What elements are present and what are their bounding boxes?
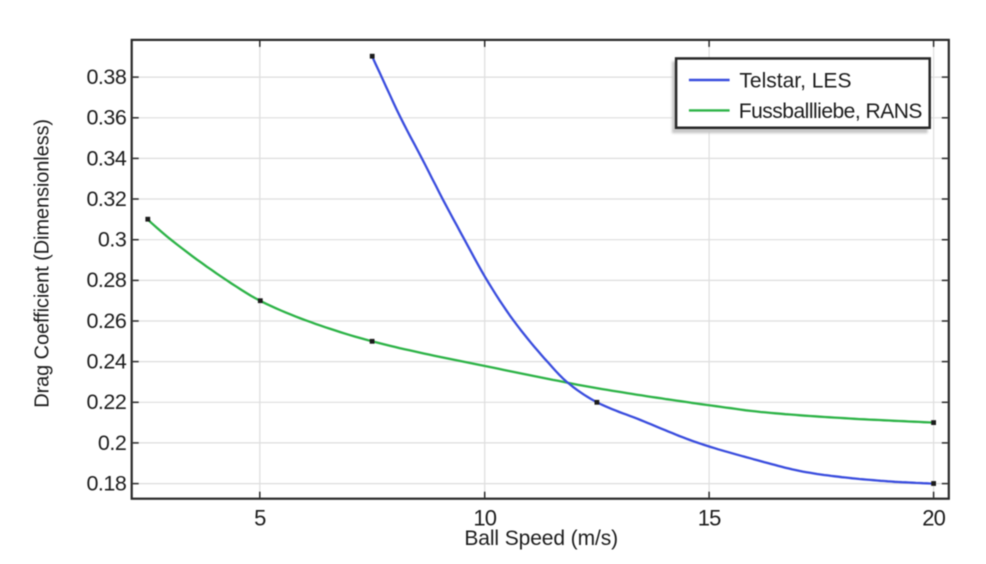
svg-text:0.24: 0.24 [86,350,126,374]
svg-text:Fussballliebe, RANS: Fussballliebe, RANS [739,100,923,123]
svg-text:Ball Speed (m/s): Ball Speed (m/s) [464,527,618,550]
svg-text:0.38: 0.38 [86,65,126,89]
svg-text:15: 15 [698,505,721,530]
svg-text:0.32: 0.32 [86,187,126,211]
svg-text:0.34: 0.34 [86,146,126,170]
svg-text:Telstar, LES: Telstar, LES [739,69,851,92]
svg-text:Drag Coefficient (Dimensionles: Drag Coefficient (Dimensionless) [31,119,53,408]
svg-text:10: 10 [473,505,496,530]
svg-text:20: 20 [922,505,945,530]
svg-text:0.3: 0.3 [98,228,127,252]
svg-text:0.22: 0.22 [86,390,126,414]
svg-text:0.36: 0.36 [86,106,126,130]
svg-text:5: 5 [254,505,266,530]
svg-text:0.2: 0.2 [98,431,126,455]
svg-text:0.26: 0.26 [86,309,126,333]
svg-text:0.18: 0.18 [86,472,126,496]
svg-text:0.28: 0.28 [86,268,126,292]
